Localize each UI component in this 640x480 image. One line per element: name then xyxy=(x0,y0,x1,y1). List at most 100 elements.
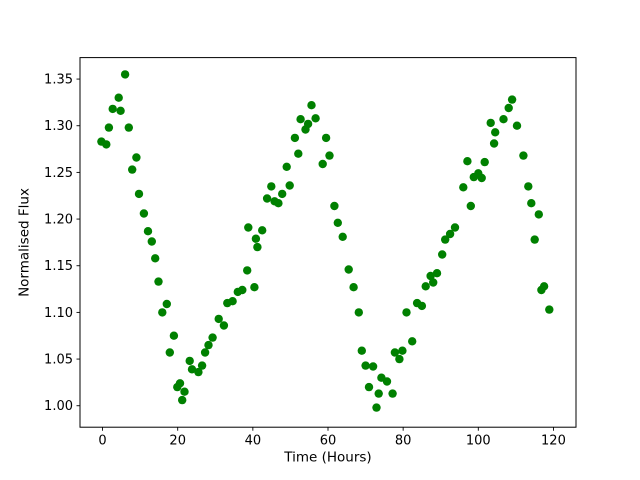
data-point xyxy=(197,361,207,370)
data-point xyxy=(228,297,237,306)
data-point xyxy=(445,229,455,239)
data-point xyxy=(282,162,291,171)
data-point xyxy=(491,128,500,137)
data-point xyxy=(108,104,117,114)
data-point xyxy=(253,242,262,252)
data-point xyxy=(162,299,171,309)
data-point xyxy=(321,133,331,143)
data-point xyxy=(432,269,442,278)
data-point xyxy=(539,282,549,291)
data-point xyxy=(438,250,447,259)
data-point xyxy=(344,265,353,274)
data-point xyxy=(512,121,522,130)
data-point xyxy=(214,314,223,324)
data-point xyxy=(120,70,130,79)
data-point xyxy=(504,103,513,113)
data-point xyxy=(169,331,179,340)
x-tick-label: 80 xyxy=(395,434,412,449)
data-point xyxy=(489,139,499,148)
data-point xyxy=(278,189,287,199)
data-point xyxy=(243,266,252,275)
data-point xyxy=(102,140,111,149)
data-point xyxy=(139,209,149,218)
data-point xyxy=(294,149,303,158)
data-point xyxy=(165,348,174,357)
data-point xyxy=(200,348,210,357)
data-point xyxy=(524,182,533,191)
data-point xyxy=(463,157,472,166)
data-point xyxy=(466,201,475,211)
data-point xyxy=(147,237,156,246)
x-tick-label: 20 xyxy=(169,434,186,449)
data-point xyxy=(374,389,383,398)
data-point xyxy=(429,278,438,287)
data-point xyxy=(132,153,141,162)
y-axis-ticks: 1.00 1.05 1.10 1.15 1.20 1.25 1.30 1.35 xyxy=(44,73,80,414)
data-point xyxy=(187,365,197,374)
data-point xyxy=(402,308,411,317)
data-point xyxy=(480,157,489,167)
data-point xyxy=(545,305,554,314)
data-point xyxy=(530,235,539,244)
data-point xyxy=(262,194,272,203)
data-point xyxy=(349,283,358,292)
y-tick-label: 1.35 xyxy=(44,73,73,88)
y-tick-label: 1.00 xyxy=(44,399,73,414)
data-point xyxy=(395,354,404,364)
data-point xyxy=(382,377,392,386)
data-point xyxy=(134,189,144,199)
y-tick-label: 1.10 xyxy=(44,306,73,321)
y-tick-label: 1.20 xyxy=(44,213,73,228)
data-point xyxy=(527,199,536,208)
y-tick-label: 1.05 xyxy=(44,353,73,368)
data-point xyxy=(104,123,114,132)
data-points-group xyxy=(97,70,554,412)
data-point xyxy=(311,114,320,123)
data-point xyxy=(441,235,450,244)
data-point xyxy=(194,367,203,377)
y-axis-label: Normalised Flux xyxy=(17,188,33,297)
data-point xyxy=(290,133,300,143)
data-point xyxy=(450,223,460,232)
data-point xyxy=(143,227,153,236)
data-point xyxy=(338,232,347,241)
data-point xyxy=(372,403,381,412)
data-point xyxy=(519,151,528,160)
data-point xyxy=(208,333,217,342)
x-tick-label: 100 xyxy=(466,434,491,449)
data-point xyxy=(296,115,305,124)
y-tick-label: 1.30 xyxy=(44,119,73,134)
data-point xyxy=(390,348,400,357)
data-point xyxy=(459,183,468,192)
data-point xyxy=(114,93,123,102)
data-point xyxy=(364,382,374,392)
data-point xyxy=(274,199,283,208)
y-tick-label: 1.15 xyxy=(44,259,73,274)
data-point xyxy=(151,254,160,263)
data-point xyxy=(408,337,417,346)
data-point xyxy=(388,389,397,398)
x-axis-ticks: 0 20 40 60 80 100 120 xyxy=(98,427,566,449)
data-point xyxy=(154,277,163,286)
data-point xyxy=(499,115,508,124)
data-point xyxy=(486,118,495,128)
data-point xyxy=(330,201,339,211)
data-point xyxy=(361,361,370,370)
plot-area xyxy=(79,57,577,428)
data-point xyxy=(307,101,316,110)
data-point xyxy=(250,283,259,292)
data-point xyxy=(204,340,213,350)
data-point xyxy=(219,321,229,330)
data-point xyxy=(175,379,185,388)
data-point xyxy=(258,226,267,235)
data-point xyxy=(477,173,486,183)
data-point xyxy=(116,106,125,116)
data-point xyxy=(267,182,276,191)
y-tick-label: 1.25 xyxy=(44,166,73,181)
x-tick-label: 60 xyxy=(320,434,337,449)
data-point xyxy=(318,159,327,169)
data-point xyxy=(417,301,427,311)
data-point xyxy=(368,362,378,371)
data-point xyxy=(180,387,189,396)
